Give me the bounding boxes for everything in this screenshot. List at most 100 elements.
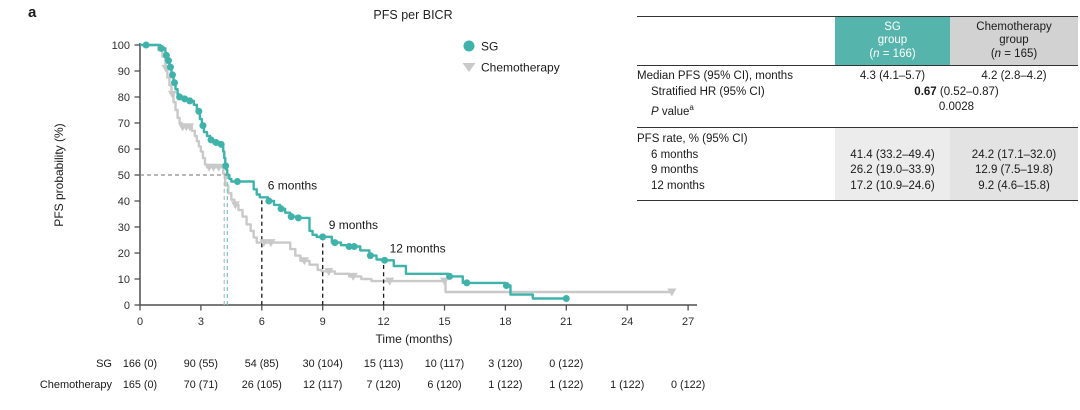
x-tick-label: 24 [621,316,633,328]
censor-mark-sg-icon [142,41,150,49]
km-dynamic-layer: 0 10 20 30 40 50 60 70 80 90 100 0 3 6 9 12 15 18 21 24 27 6 … [112,40,706,391]
censor-mark-sg-icon [186,97,194,105]
sg-group-word: group [877,34,908,47]
chemo-group-header: Chemotherapy group (n = 165) [950,17,1078,65]
censor-mark-chemo-icon [667,288,677,297]
censor-mark-sg-icon [199,122,207,130]
p-value-value: 0.0028 [938,101,975,113]
y-tick-label: 50 [118,170,130,182]
summary-header-spacer [637,17,835,65]
risk-count: 1 (122) [610,379,644,391]
censor-mark-sg-icon [345,243,353,250]
x-tick-label: 0 [137,316,143,328]
median-pfs-sg-value: 4.3 (4.1–5.7) [859,70,926,82]
risk-count: 30 (104) [303,358,343,370]
censor-mark-sg-icon [381,256,389,264]
risk-count: 165 (0) [123,379,157,391]
y-tick-label: 10 [118,274,130,286]
censor-mark-sg-icon [222,162,230,170]
y-tick-label: 100 [112,40,130,52]
pfs-rate-label: PFS rate, % (95% CI) [637,133,748,146]
pfs-rate-sg-spacer [835,128,950,148]
censor-mark-sg-icon [277,205,285,213]
x-tick-label: 21 [560,316,572,328]
censor-mark-sg-icon [562,295,570,302]
x-axis-title: Time (months) [376,332,453,346]
legend-chemo-label: Chemotherapy [481,61,560,75]
rate-6mo-label: 6 months [651,148,699,161]
rate-12mo-row: 12 months 17.2 (10.9–24.6) 9.2 (4.6–15.8… [637,178,1078,201]
pfs-rate-chemo-spacer [950,128,1078,148]
censor-mark-sg-icon [294,214,302,222]
censor-mark-chemo-icon [299,257,309,266]
censor-mark-sg-icon [164,57,172,65]
km-curve-chemotherapy [140,43,672,294]
y-tick-label: 20 [118,248,130,260]
rate-9mo-chemo-value: 12.9 (7.5–19.8) [950,163,1078,179]
p-value-row: P valuea 0.0028 [637,100,1078,120]
risk-count: 166 (0) [123,358,157,370]
chemo-group-word: group [999,34,1029,47]
legend-sg-label: SG [481,40,498,54]
x-tick-label: 18 [499,316,511,328]
censor-mark-chemo-icon [259,239,269,248]
x-tick-label: 6 [259,316,265,328]
risk-count: 1 (122) [549,379,583,391]
censor-mark-chemo-icon [230,201,240,210]
censor-mark-sg-icon [195,107,203,115]
censor-mark-chemo-icon [266,239,276,248]
rate-9mo-sg-value: 26.2 (19.0–33.9) [835,163,950,179]
y-tick-label: 30 [118,222,130,234]
risk-count: 7 (120) [366,379,400,391]
rate-9mo-row: 9 months 26.2 (19.0–33.9) 12.9 (7.5–19.8… [637,163,1078,179]
censor-mark-sg-icon [166,63,174,71]
summary-section-rates: PFS rate, % (95% CI) 6 months 41.4 (33.2… [637,127,1078,201]
summary-header-row: SG group (n = 166) Chemotherapy group (n… [637,17,1078,66]
rate-6mo-chemo-value: 24.2 (17.1–32.0) [950,147,1078,164]
x-tick-label: 3 [198,316,204,328]
y-tick-label: 60 [118,144,130,156]
rate-6mo-row: 6 months 41.4 (33.2–49.4) 24.2 (17.1–32.… [637,147,1078,164]
rate-12mo-chemo-value: 9.2 (4.6–15.8) [950,178,1078,201]
risk-count: 15 (113) [364,358,403,370]
annotation-12-months: 12 months [390,241,446,255]
censor-mark-chemo-icon [348,272,358,281]
censor-mark-sg-icon [168,71,176,79]
censor-mark-chemo-icon [324,267,334,276]
pfs-rate-header-row: PFS rate, % (95% CI) [637,128,1078,148]
stratified-hr-row: Stratified HR (95% CI) 0.67 (0.52–0.87) [637,85,1078,101]
y-axis-title: PFS probability (%) [52,123,66,226]
censor-mark-sg-icon [366,252,374,260]
km-plot: PFS per BICR SG Chemotherapy PFS probabi… [40,8,706,391]
censor-mark-sg-icon [233,178,241,185]
risk-row-label-sg: SG [96,358,112,370]
panel-label: a [28,4,37,21]
risk-count: 12 (117) [303,379,342,391]
risk-count: 70 (71) [184,379,218,391]
x-tick-label: 12 [377,316,389,328]
censor-mark-chemo-icon [185,123,195,132]
y-tick-label: 70 [118,118,130,130]
y-tick-label: 0 [124,300,130,312]
sg-group-n: (n = 166) [869,47,916,60]
censor-mark-sg-icon [331,239,339,247]
x-tick-label: 9 [320,316,326,328]
rate-12mo-sg-value: 17.2 (10.9–24.6) [835,178,950,201]
sg-group-name: SG [884,20,901,33]
risk-count: 0 (122) [671,379,705,391]
annotation-6-months: 6 months [268,178,317,192]
censor-mark-sg-icon [217,140,225,148]
censor-mark-sg-icon [171,79,179,87]
legend-sg-marker-icon [463,40,475,52]
sg-group-header: SG group (n = 166) [835,17,950,65]
chemo-group-name: Chemotherapy [976,20,1052,33]
censor-mark-chemo-icon [385,277,395,286]
censor-mark-sg-icon [502,282,510,289]
y-tick-label: 40 [118,196,130,208]
censor-mark-chemo-icon [214,163,224,172]
censor-mark-sg-icon [319,233,327,241]
p-value-label: P valuea [651,103,694,118]
median-pfs-chemo-value: 4.2 (2.8–4.2) [981,70,1047,82]
summary-table: SG group (n = 166) Chemotherapy group (n… [637,16,1078,202]
